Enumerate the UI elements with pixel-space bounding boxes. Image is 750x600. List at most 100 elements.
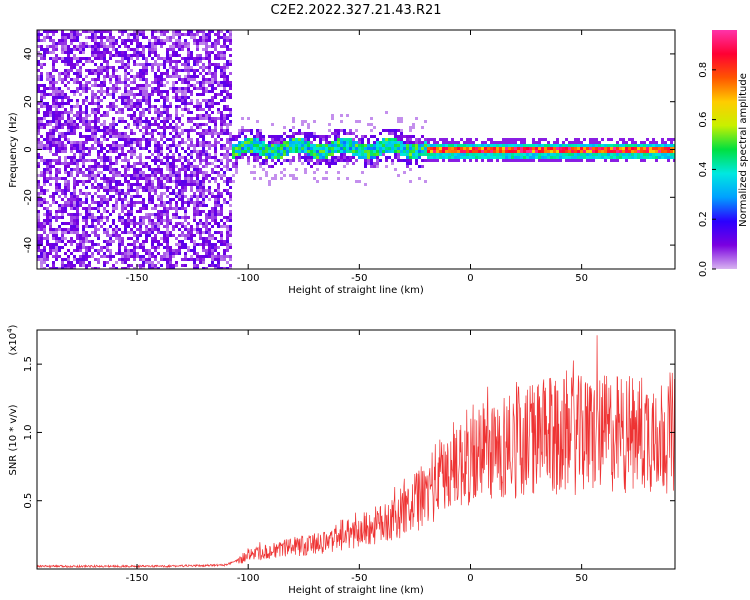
heatmap-cell	[163, 111, 166, 114]
heatmap-cell	[154, 87, 157, 90]
heatmap-cell	[205, 252, 208, 255]
heatmap-cell	[40, 123, 43, 126]
heatmap-cell	[103, 165, 106, 168]
heatmap-cell	[223, 216, 226, 219]
heatmap-cell	[640, 156, 643, 159]
heatmap-cell	[124, 87, 127, 90]
heatmap-cell	[88, 171, 91, 174]
heatmap-cell	[394, 129, 397, 132]
heatmap-cell	[43, 201, 46, 204]
heatmap-cell	[127, 105, 130, 108]
heatmap-cell	[175, 165, 178, 168]
heatmap-cell	[46, 147, 49, 150]
heatmap-cell	[184, 252, 187, 255]
heatmap-cell	[103, 132, 106, 135]
heatmap-cell	[46, 36, 49, 39]
heatmap-cell	[94, 135, 97, 138]
heatmap-cell	[373, 162, 376, 165]
heatmap-cell	[121, 60, 124, 63]
heatmap-cell	[532, 159, 535, 162]
heatmap-cell	[43, 54, 46, 57]
y-tick-label: 0	[23, 146, 34, 152]
heatmap-cell	[571, 147, 574, 150]
heatmap-cell	[121, 183, 124, 186]
heatmap-cell	[349, 159, 352, 162]
heatmap-cell	[127, 141, 130, 144]
heatmap-cell	[280, 153, 283, 156]
heatmap-cell	[364, 144, 367, 147]
heatmap-cell	[55, 174, 58, 177]
heatmap-cell	[223, 132, 226, 135]
heatmap-cell	[370, 159, 373, 162]
heatmap-cell	[154, 258, 157, 261]
heatmap-cell	[601, 153, 604, 156]
heatmap-cell	[58, 147, 61, 150]
heatmap-cell	[187, 60, 190, 63]
heatmap-cell	[115, 192, 118, 195]
heatmap-cell	[202, 258, 205, 261]
heatmap-cell	[37, 195, 40, 198]
heatmap-cell	[265, 162, 268, 165]
heatmap-cell	[613, 159, 616, 162]
heatmap-cell	[70, 171, 73, 174]
heatmap-cell	[328, 123, 331, 126]
heatmap-cell	[247, 159, 250, 162]
heatmap-cell	[328, 141, 331, 144]
heatmap-cell	[457, 147, 460, 150]
heatmap-cell	[85, 81, 88, 84]
heatmap-cell	[226, 180, 229, 183]
heatmap-cell	[463, 153, 466, 156]
heatmap-cell	[121, 66, 124, 69]
heatmap-cell	[136, 117, 139, 120]
heatmap-cell	[532, 153, 535, 156]
heatmap-cell	[193, 243, 196, 246]
heatmap-cell	[136, 183, 139, 186]
heatmap-cell	[49, 159, 52, 162]
heatmap-cell	[157, 132, 160, 135]
heatmap-cell	[211, 78, 214, 81]
heatmap-cell	[91, 78, 94, 81]
heatmap-cell	[172, 120, 175, 123]
heatmap-cell	[142, 189, 145, 192]
heatmap-cell	[673, 150, 675, 153]
heatmap-cell	[127, 180, 130, 183]
heatmap-cell	[73, 123, 76, 126]
heatmap-cell	[256, 150, 259, 153]
heatmap-cell	[97, 42, 100, 45]
heatmap-cell	[202, 141, 205, 144]
heatmap-cell	[43, 144, 46, 147]
heatmap-cell	[148, 144, 151, 147]
heatmap-cell	[103, 210, 106, 213]
heatmap-cell	[160, 183, 163, 186]
heatmap-cell	[136, 99, 139, 102]
heatmap-cell	[178, 135, 181, 138]
heatmap-cell	[310, 159, 313, 162]
heatmap-cell	[160, 192, 163, 195]
heatmap-cell	[193, 249, 196, 252]
heatmap-cell	[211, 216, 214, 219]
heatmap-cell	[43, 84, 46, 87]
heatmap-cell	[118, 174, 121, 177]
heatmap-cell	[322, 153, 325, 156]
heatmap-cell	[181, 93, 184, 96]
heatmap-cell	[175, 87, 178, 90]
heatmap-cell	[187, 102, 190, 105]
heatmap-cell	[397, 153, 400, 156]
heatmap-cell	[55, 237, 58, 240]
heatmap-cell	[490, 138, 493, 141]
heatmap-cell	[40, 264, 43, 267]
heatmap-cell	[214, 207, 217, 210]
heatmap-cell	[160, 216, 163, 219]
heatmap-cell	[46, 159, 49, 162]
heatmap-cell	[457, 144, 460, 147]
heatmap-cell	[76, 147, 79, 150]
heatmap-cell	[505, 156, 508, 159]
heatmap-cell	[106, 75, 109, 78]
heatmap-cell	[136, 39, 139, 42]
heatmap-cell	[190, 156, 193, 159]
heatmap-cell	[139, 114, 142, 117]
heatmap-cell	[76, 57, 79, 60]
heatmap-cell	[76, 126, 79, 129]
heatmap-cell	[127, 219, 130, 222]
heatmap-cell	[550, 147, 553, 150]
